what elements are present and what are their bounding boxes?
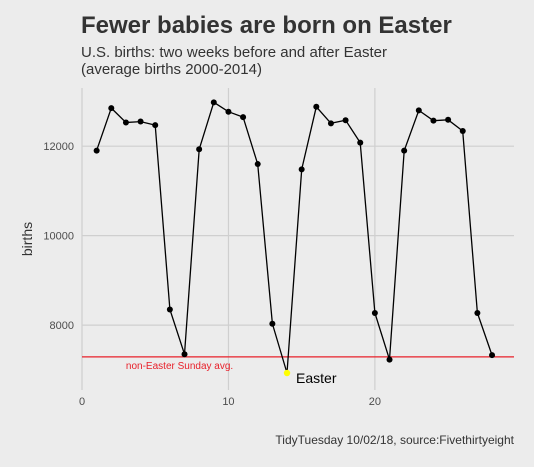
data-point [196,146,203,153]
data-point [122,119,129,126]
data-point [225,108,232,115]
data-point [166,306,173,313]
y-tick-label: 12000 [43,141,74,153]
x-tick-labels: 0 10 20 [79,396,381,408]
data-point [210,99,217,106]
data-point [313,103,320,110]
births-series-line [95,101,493,374]
data-point [327,120,334,127]
data-point [415,107,422,114]
data-point [430,117,437,124]
data-point [342,117,349,124]
data-point [108,105,115,112]
x-tick-label: 20 [369,396,381,408]
y-axis-title: births [19,222,35,256]
data-point [137,118,144,125]
data-point [152,122,159,129]
data-point [386,356,393,363]
y-tick-label: 8000 [50,320,74,332]
data-point [489,352,496,359]
data-points [93,99,496,377]
y-tick-label: 10000 [43,231,74,243]
data-point [240,114,247,121]
x-tick-label: 10 [222,396,234,408]
grid-lines [81,88,514,390]
data-point [357,139,364,146]
data-point [474,310,481,317]
easter-data-point [283,369,291,377]
reference-line-label: non-Easter Sunday avg. [126,361,233,372]
data-point [459,127,466,134]
easter-annotation: Easter [296,370,337,386]
data-point [445,116,452,123]
data-point [269,320,276,327]
data-point [371,310,378,317]
data-point [298,166,305,173]
data-point [254,161,261,168]
y-tick-labels: 8000 10000 12000 [43,141,74,332]
chart-subtitle: U.S. births: two weeks before and after … [81,44,387,78]
data-point [93,147,100,154]
chart-caption: TidyTuesday 10/02/18, source:Fivethirtye… [275,433,514,447]
data-point [181,351,188,358]
chart-title: Fewer babies are born on Easter [81,12,452,39]
x-tick-label: 0 [79,396,85,408]
data-point [401,147,408,154]
